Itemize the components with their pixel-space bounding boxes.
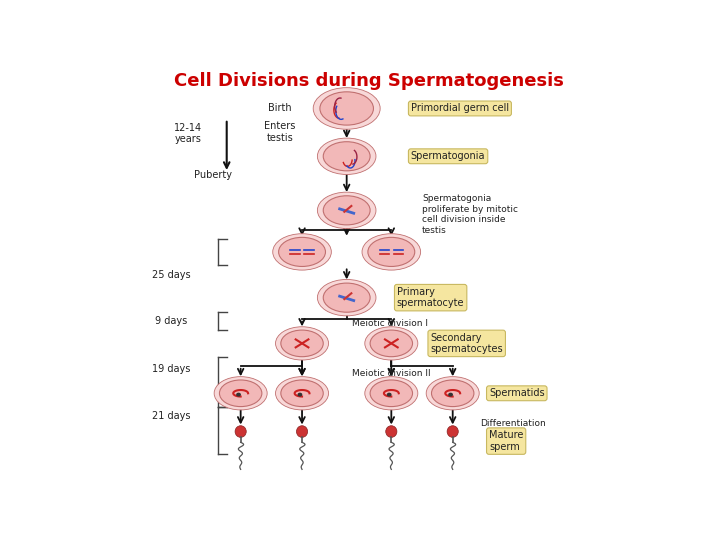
Ellipse shape [447, 426, 458, 437]
Ellipse shape [386, 426, 397, 437]
Ellipse shape [318, 192, 376, 228]
Ellipse shape [276, 377, 328, 410]
Text: Enters
testis: Enters testis [264, 122, 295, 143]
Ellipse shape [297, 426, 307, 437]
Ellipse shape [313, 87, 380, 129]
Text: Primordial germ cell: Primordial germ cell [411, 104, 509, 113]
Ellipse shape [323, 283, 370, 312]
Ellipse shape [320, 92, 374, 125]
Ellipse shape [273, 234, 331, 270]
Text: Spermatogonia: Spermatogonia [411, 151, 485, 161]
Text: Meiotic division I: Meiotic division I [352, 319, 428, 328]
Text: 12-14
years: 12-14 years [174, 123, 202, 144]
Ellipse shape [214, 377, 267, 410]
Text: 9 days: 9 days [155, 315, 187, 326]
Ellipse shape [235, 426, 246, 437]
Circle shape [298, 393, 302, 396]
Ellipse shape [318, 138, 376, 174]
Ellipse shape [362, 234, 420, 270]
Ellipse shape [431, 380, 474, 407]
Ellipse shape [281, 330, 323, 357]
Ellipse shape [370, 380, 413, 407]
Text: Birth: Birth [268, 104, 292, 113]
Ellipse shape [318, 280, 376, 316]
Ellipse shape [281, 380, 323, 407]
Ellipse shape [365, 377, 418, 410]
Ellipse shape [323, 141, 370, 171]
Text: Cell Divisions during Spermatogenesis: Cell Divisions during Spermatogenesis [174, 72, 564, 90]
Ellipse shape [368, 238, 415, 266]
Text: 19 days: 19 days [152, 364, 190, 374]
Ellipse shape [279, 238, 325, 266]
Text: Mature
sperm: Mature sperm [489, 430, 523, 452]
Circle shape [237, 393, 240, 396]
Text: Differentiation: Differentiation [481, 418, 546, 428]
Text: Secondary
spermatocytes: Secondary spermatocytes [431, 333, 503, 354]
Ellipse shape [370, 330, 413, 357]
Text: 21 days: 21 days [152, 411, 190, 421]
Text: Spermatids: Spermatids [489, 388, 544, 399]
Text: Primary
spermatocyte: Primary spermatocyte [397, 287, 464, 308]
Ellipse shape [365, 327, 418, 360]
Text: 25 days: 25 days [152, 270, 190, 280]
Text: Puberty: Puberty [194, 170, 232, 180]
Text: Meiotic division II: Meiotic division II [352, 369, 431, 378]
Circle shape [449, 393, 452, 396]
Ellipse shape [276, 327, 328, 360]
Ellipse shape [220, 380, 262, 407]
Text: Spermatogonia
proliferate by mitotic
cell division inside
testis: Spermatogonia proliferate by mitotic cel… [422, 194, 518, 234]
Ellipse shape [426, 377, 480, 410]
Ellipse shape [323, 196, 370, 225]
Circle shape [387, 393, 391, 396]
